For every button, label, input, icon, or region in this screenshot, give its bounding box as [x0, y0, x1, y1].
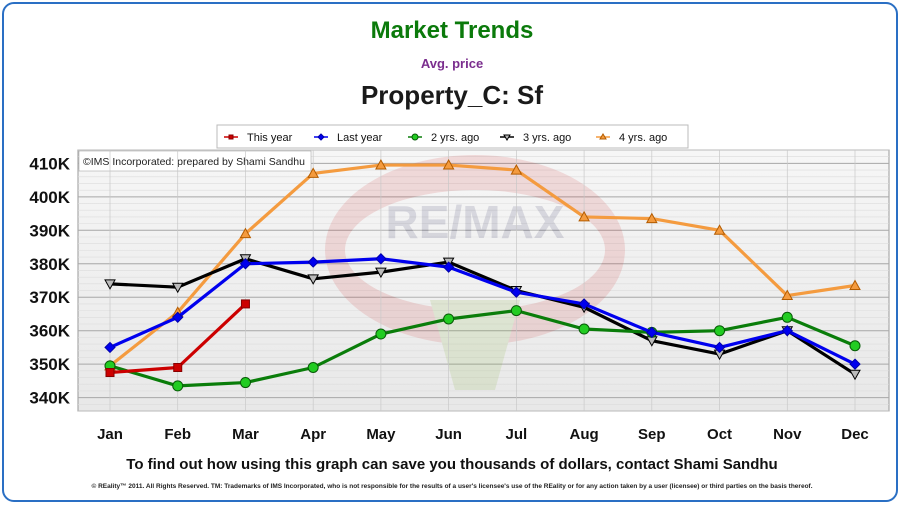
data-point: [714, 325, 726, 337]
data-point: [375, 328, 387, 340]
watermark-text: ©IMS Incorporated: prepared by Shami San…: [83, 156, 305, 168]
data-point: [307, 274, 320, 285]
data-point: [240, 299, 250, 309]
series-4: [104, 159, 861, 371]
data-point: [510, 305, 522, 317]
data-point: [443, 313, 455, 325]
data-point: [578, 323, 590, 335]
legend-item: 3 yrs. ago: [500, 132, 571, 144]
legend-item: This year: [224, 132, 293, 144]
series-line: [109, 163, 856, 368]
data-point: [104, 341, 116, 354]
data-point: [172, 311, 184, 324]
y-tick-label: 400K: [29, 188, 70, 207]
data-point: [239, 227, 252, 239]
page-title: Market Trends: [370, 17, 534, 44]
data-point: [713, 341, 726, 354]
data-point: [104, 279, 116, 290]
legend-item: 2 yrs. ago: [408, 132, 479, 144]
data-point: [781, 289, 794, 301]
data-point: [411, 133, 419, 141]
data-point: [239, 377, 251, 389]
data-point: [172, 380, 184, 392]
x-tick-label: May: [366, 426, 396, 443]
legend-label: 2 yrs. ago: [431, 132, 479, 144]
data-point: [375, 267, 387, 279]
x-tick-label: Nov: [773, 426, 802, 443]
x-tick-label: Sep: [638, 426, 666, 443]
legend-label: Last year: [337, 132, 383, 144]
data-point: [375, 159, 387, 170]
y-tick-label: 380K: [29, 255, 70, 274]
chart-heading: Property_C: Sf: [360, 80, 544, 110]
x-tick-label: Feb: [164, 426, 191, 443]
legend: This year Last year 2 yrs. ago 3 yrs. ago 4 …: [216, 124, 689, 149]
x-tick-label: Jan: [97, 426, 123, 443]
page-subtitle: Avg. price: [420, 56, 484, 71]
data-point: [375, 253, 387, 265]
series-1: [104, 253, 861, 370]
x-tick-label: Apr: [300, 426, 326, 443]
data-point: [317, 133, 325, 141]
legend-item: Last year: [314, 132, 383, 144]
series-line: [109, 257, 856, 366]
data-point: [510, 286, 523, 298]
x-tick-label: Jun: [435, 426, 462, 443]
legend-box: [216, 124, 689, 149]
watermark-box: [78, 150, 312, 172]
series-line: [109, 257, 856, 376]
data-point: [503, 134, 511, 141]
y-axis: 340K 350K 360K 370K 380K 390K 400K 410K: [29, 154, 70, 407]
y-tick-label: 340K: [29, 389, 70, 408]
series-2: [104, 305, 861, 392]
footer-cta: To find out how using this graph can sav…: [126, 456, 778, 473]
x-tick-label: Aug: [570, 426, 599, 443]
svg-text:RE/MAX: RE/MAX: [386, 196, 565, 248]
data-point: [442, 159, 455, 170]
y-tick-label: 390K: [29, 221, 70, 240]
legend-item: 4 yrs. ago: [596, 132, 667, 144]
data-point: [599, 133, 607, 140]
x-tick-label: Oct: [707, 426, 732, 443]
data-point: [849, 340, 861, 352]
data-point: [781, 311, 793, 323]
data-point: [781, 324, 793, 337]
legend-label: This year: [247, 132, 293, 144]
data-point: [173, 363, 183, 372]
x-tick-label: Dec: [841, 426, 869, 443]
y-tick-label: 370K: [29, 288, 70, 307]
y-tick-label: 410K: [29, 154, 70, 173]
data-point: [228, 134, 234, 140]
data-point: [105, 368, 115, 378]
data-point: [171, 282, 184, 294]
data-point: [713, 224, 726, 235]
data-point: [849, 369, 861, 381]
data-point: [307, 256, 319, 268]
y-tick-label: 350K: [29, 355, 70, 374]
data-point: [307, 167, 320, 178]
data-point: [578, 210, 590, 222]
x-tick-label: Mar: [232, 426, 259, 443]
data-point: [849, 358, 861, 370]
data-point: [239, 258, 252, 270]
data-point: [510, 164, 523, 175]
data-point: [442, 261, 455, 273]
series-layer: [104, 159, 861, 392]
footer-legal: © REality™ 2011. All Rights Reserved. TM…: [91, 483, 813, 490]
data-point: [646, 326, 658, 339]
data-point: [578, 298, 590, 310]
data-point: [645, 212, 658, 224]
series-0: [105, 299, 250, 378]
data-point: [307, 362, 319, 373]
legend-label: 4 yrs. ago: [619, 132, 667, 144]
series-line: [109, 309, 856, 388]
data-point: [849, 279, 861, 291]
x-tick-label: Jul: [506, 426, 528, 443]
legend-label: 3 yrs. ago: [523, 132, 571, 144]
y-tick-label: 360K: [29, 322, 70, 341]
